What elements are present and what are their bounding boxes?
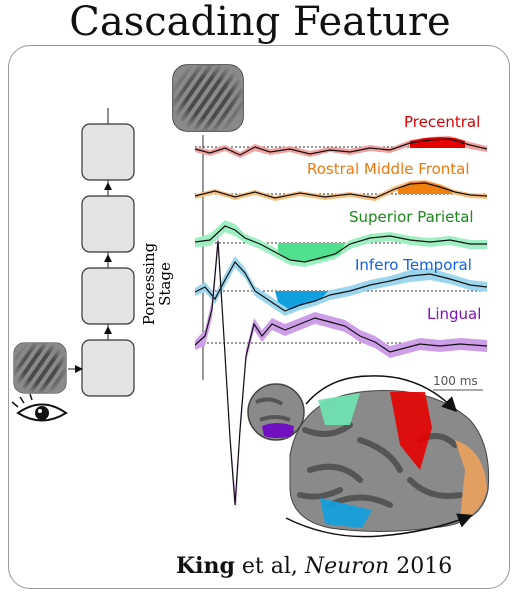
stage-box-3 <box>81 195 135 253</box>
citation-middle: et al, <box>234 554 305 579</box>
scale-bar-label: 100 ms <box>433 374 478 388</box>
region-label-lingual: Lingual <box>427 305 482 323</box>
brain-icon <box>247 375 490 538</box>
citation-year: 2016 <box>389 554 453 579</box>
region-label-precentral: Precentral <box>404 113 481 131</box>
y-axis-label: Porcessing Stage <box>140 224 174 344</box>
trace-precentral <box>194 136 488 158</box>
processing-stage-diagram <box>68 108 135 397</box>
page-title: Cascading Feature <box>69 0 451 45</box>
grating-stimulus-icon-small <box>13 342 67 394</box>
trace-rostral-middle-frontal <box>194 180 488 201</box>
trace-infero-temporal <box>194 256 488 316</box>
trace-superior-parietal <box>194 220 487 267</box>
region-label-rostral-middle-frontal: Rostral Middle Frontal <box>307 160 470 178</box>
region-label-infero-temporal: Infero Temporal <box>355 256 472 274</box>
eye-icon <box>11 393 68 422</box>
y-axis-label-line2: Stage <box>156 262 174 306</box>
stage-box-4 <box>81 123 135 181</box>
stage-box-1 <box>81 339 135 397</box>
citation-journal: Neuron <box>304 554 390 579</box>
region-label-superior-parietal: Superior Parietal <box>349 208 474 226</box>
grating-stimulus-icon <box>172 64 244 132</box>
stage-box-2 <box>81 267 135 325</box>
trace-lingual <box>194 232 488 510</box>
citation-author: King <box>176 553 235 579</box>
citation: King et al, Neuron 2016 <box>176 553 452 579</box>
